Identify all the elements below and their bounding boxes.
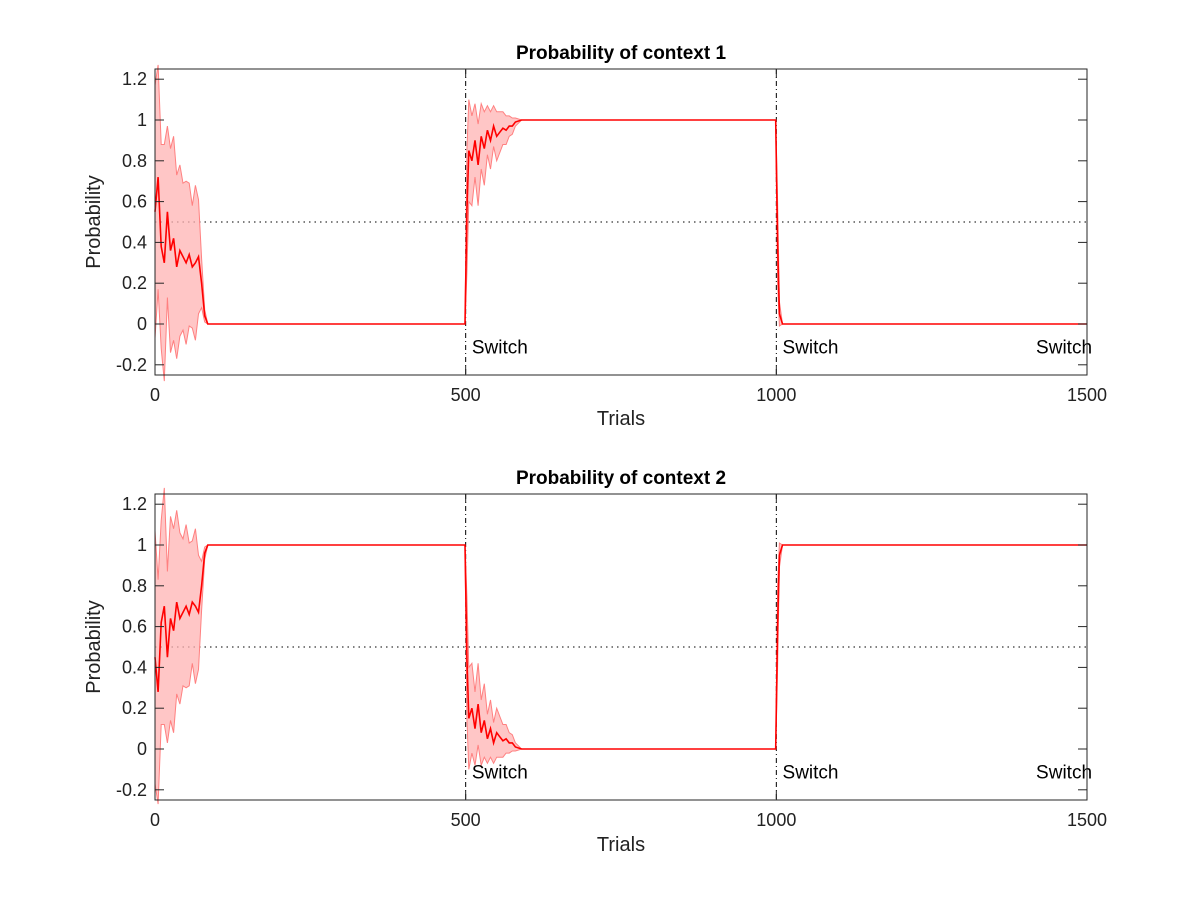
y-tick-label: 0.6 [122,192,147,212]
x-tick-label: 1000 [756,810,796,830]
y-tick-label: 0 [137,314,147,334]
y-tick-label: 0.2 [122,273,147,293]
switch-annotation: Switch [472,337,528,358]
switch-annotation: Switch [783,762,839,783]
x-tick-label: 0 [150,385,160,405]
x-axis-label: Trials [597,834,645,856]
mean-line [154,544,1087,750]
panel-title: Probability of context 1 [516,43,727,64]
y-tick-label: 1.2 [122,69,147,89]
y-tick-label: 0.4 [122,657,147,677]
y-axis-label: Probability [83,600,105,693]
panel-context-2: Probability of context 2 Switch Switch Swi… [83,468,1107,856]
mean-line [154,119,1087,325]
y-tick-label: 0.8 [122,151,147,171]
y-tick-label: 0.8 [122,576,147,596]
tick-layer: 0 500 1000 1500-0.200.20.40.60.811.2 [116,69,1107,405]
plot-area: Switch Switch Switch [154,64,1092,382]
tick-layer: 0 500 1000 1500-0.200.20.40.60.811.2 [116,494,1107,830]
x-tick-label: 500 [451,810,481,830]
switch-annotation: Switch [783,337,839,358]
x-tick-label: 1000 [756,385,796,405]
axes-box [154,68,1088,376]
x-axis-label: Trials [597,408,645,430]
switch-annotation: Switch [1036,337,1092,358]
x-tick-label: 0 [150,810,160,830]
x-tick-label: 500 [451,385,481,405]
x-tick-label: 1500 [1067,385,1107,405]
x-tick-label: 1500 [1067,810,1107,830]
y-tick-label: 0.4 [122,232,147,252]
y-tick-label: -0.2 [116,780,147,800]
panel-context-1: Probability of context 1 Switch Switch Swi… [83,43,1107,430]
y-tick-label: 1 [137,110,147,130]
y-tick-label: 1.2 [122,494,147,514]
y-tick-label: 0 [137,739,147,759]
y-axis-label: Probability [83,175,105,268]
axes-box [154,493,1088,801]
y-tick-label: 0.2 [122,698,147,718]
switch-annotation: Switch [472,762,528,783]
y-tick-label: 1 [137,535,147,555]
switch-annotation: Switch [1036,762,1092,783]
panel-title: Probability of context 2 [516,468,726,489]
plot-area: Switch Switch Switch [154,487,1092,805]
y-tick-label: 0.6 [122,617,147,637]
y-tick-label: -0.2 [116,355,147,375]
